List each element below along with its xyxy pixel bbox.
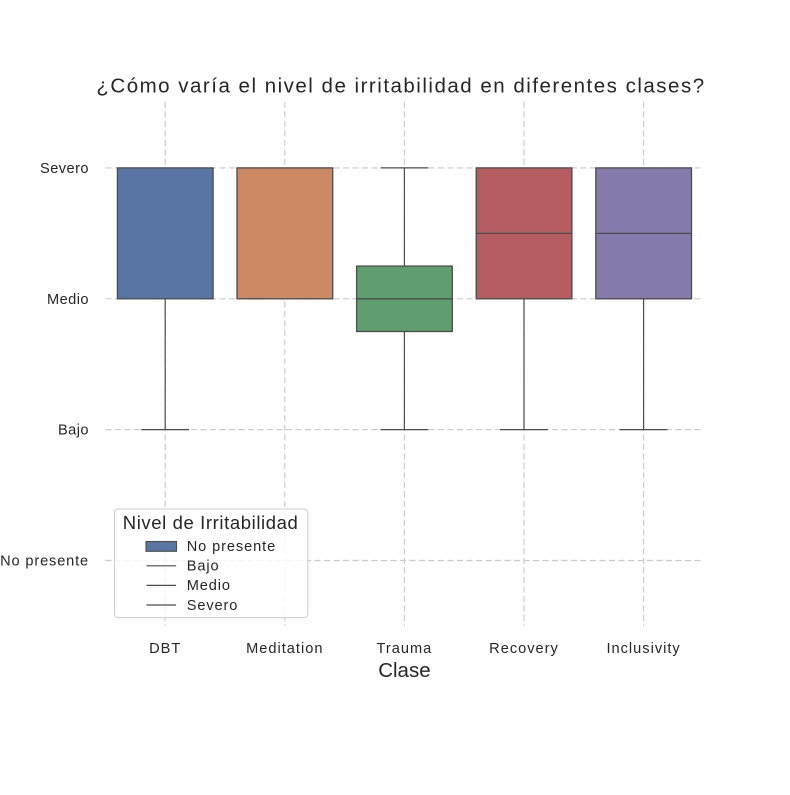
svg-text:Trauma: Trauma — [377, 641, 433, 657]
svg-text:Recovery: Recovery — [489, 641, 559, 657]
svg-text:Nivel de Irritabilidad: Nivel de Irritabilidad — [123, 512, 299, 533]
svg-text:Severo: Severo — [40, 161, 89, 177]
svg-text:No presente: No presente — [0, 554, 89, 570]
svg-text:Clase: Clase — [378, 659, 430, 682]
svg-text:Medio: Medio — [187, 578, 231, 594]
svg-text:No presente: No presente — [187, 539, 276, 555]
svg-text:Inclusivity: Inclusivity — [606, 641, 680, 657]
svg-text:DBT: DBT — [149, 641, 181, 657]
svg-text:Bajo: Bajo — [187, 559, 220, 575]
svg-text:Bajo: Bajo — [58, 423, 89, 439]
svg-text:Severo: Severo — [187, 598, 239, 614]
svg-text:Meditation: Meditation — [246, 641, 323, 657]
svg-text:¿Cómo varía el nivel de irrita: ¿Cómo varía el nivel de irritabilidad en… — [96, 75, 705, 98]
svg-text:Medio: Medio — [47, 292, 89, 308]
